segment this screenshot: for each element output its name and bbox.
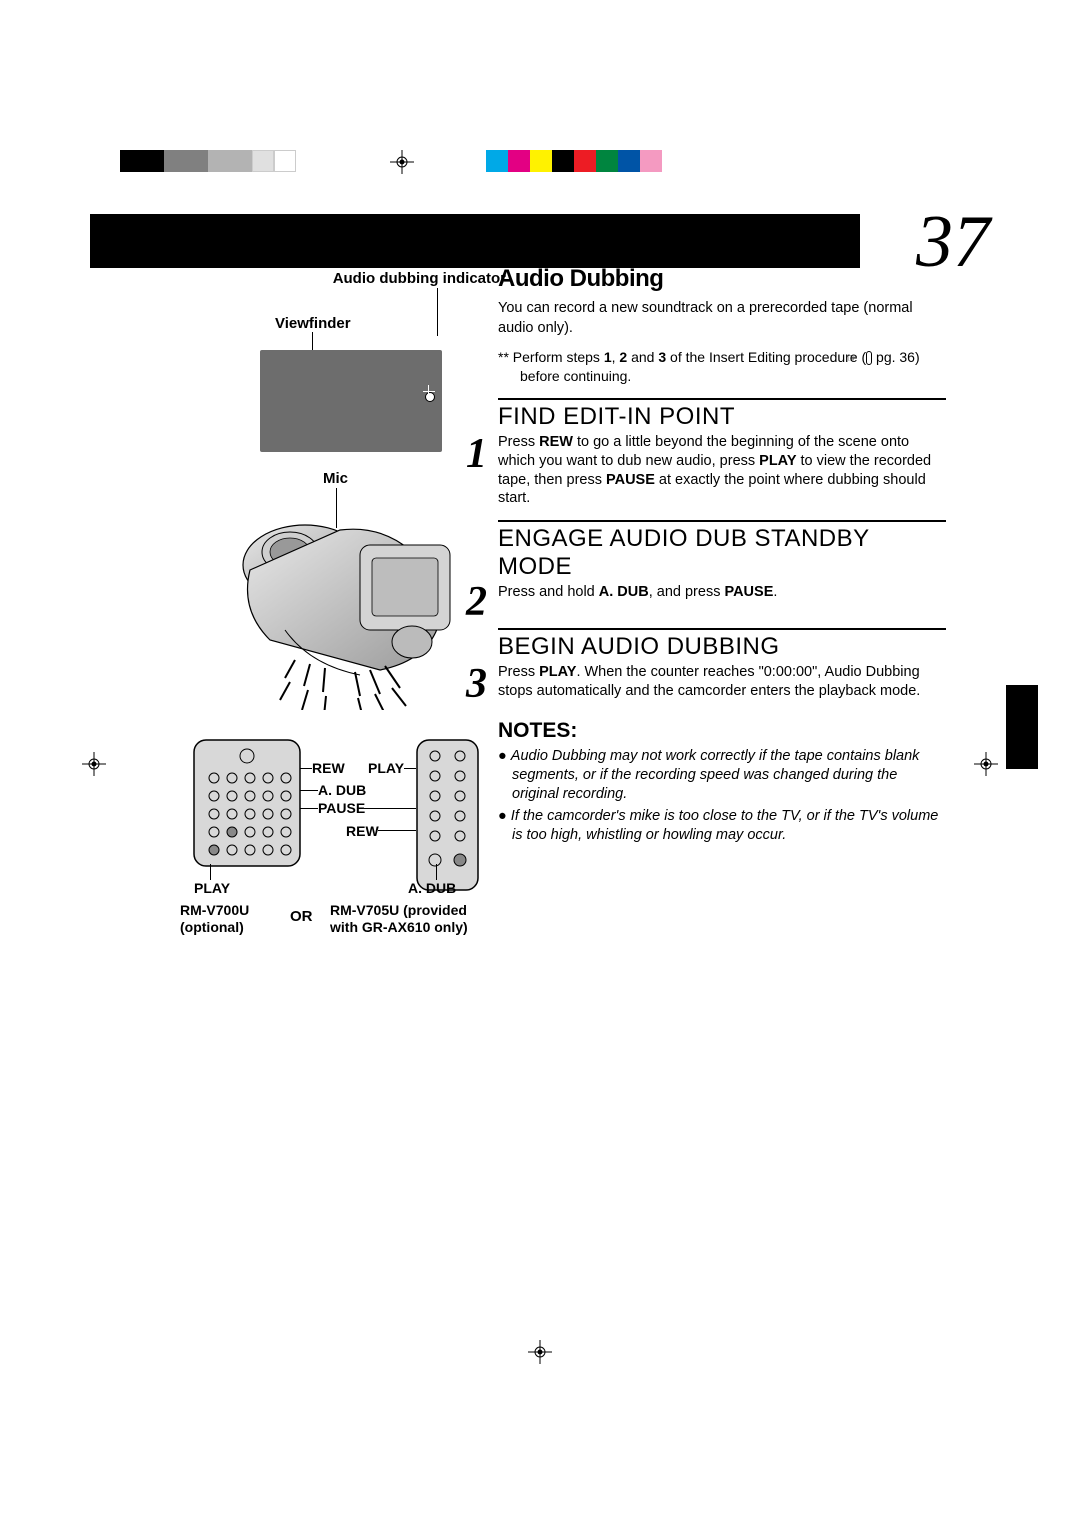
label-play-2: PLAY [194,880,230,896]
intro-text: You can record a new soundtrack on a pre… [498,299,946,338]
step-2-heading: ENGAGE AUDIO DUB STANDBY MODE [498,525,946,581]
step-2-body: Press and hold A. DUB, and press PAUSE. [498,583,946,602]
header-bar [90,214,860,268]
content-column: Audio Dubbing You can record a new sound… [498,265,946,849]
label-remote-b: RM-V705U (provided with GR-AX610 only) [330,902,490,936]
notes-heading: NOTES: [498,719,946,743]
camcorder-illustration [230,510,490,690]
notes-list: Audio Dubbing may not work correctly if … [498,747,946,845]
step-1: FIND EDIT-IN POINT 1 Press REW to go a l… [498,398,946,508]
step-1-heading: FIND EDIT-IN POINT [498,403,946,431]
label-mic: Mic [323,470,348,487]
label-viewfinder: Viewfinder [275,315,351,332]
label-rew: REW [312,760,345,776]
step-2-number: 2 [466,578,487,626]
label-or: OR [290,908,313,925]
remote-rm-v700u-illustration [192,738,302,868]
precondition-text: ** Perform steps 1, 2 and 3 of the Inser… [498,348,946,386]
label-rew-2: REW [346,823,379,839]
note-item: Audio Dubbing may not work correctly if … [498,747,946,804]
step-3-heading: BEGIN AUDIO DUBBING [498,633,946,661]
section-title: Audio Dubbing [498,265,946,293]
label-pause: PAUSE [318,800,365,816]
step-3-body: Press PLAY. When the counter reaches "0:… [498,663,946,701]
label-a-dub-2: A. DUB [408,880,456,896]
step-3-number: 3 [466,660,487,708]
step-2: ENGAGE AUDIO DUB STANDBY MODE 2 Press an… [498,520,946,602]
side-tab [1006,685,1038,769]
note-item: If the camcorder's mike is too close to … [498,807,946,845]
viewfinder-illustration [260,350,442,452]
label-play: PLAY [368,760,404,776]
remote-rm-v705u-illustration [415,738,480,893]
label-audio-dubbing-indicator: Audio dubbing indicator [333,270,506,287]
label-a-dub: A. DUB [318,782,366,798]
step-3: BEGIN AUDIO DUBBING 3 Press PLAY. When t… [498,628,946,701]
step-1-number: 1 [466,430,487,478]
label-remote-a: RM-V700U (optional) [180,902,270,936]
step-1-body: Press REW to go a little beyond the begi… [498,433,946,508]
